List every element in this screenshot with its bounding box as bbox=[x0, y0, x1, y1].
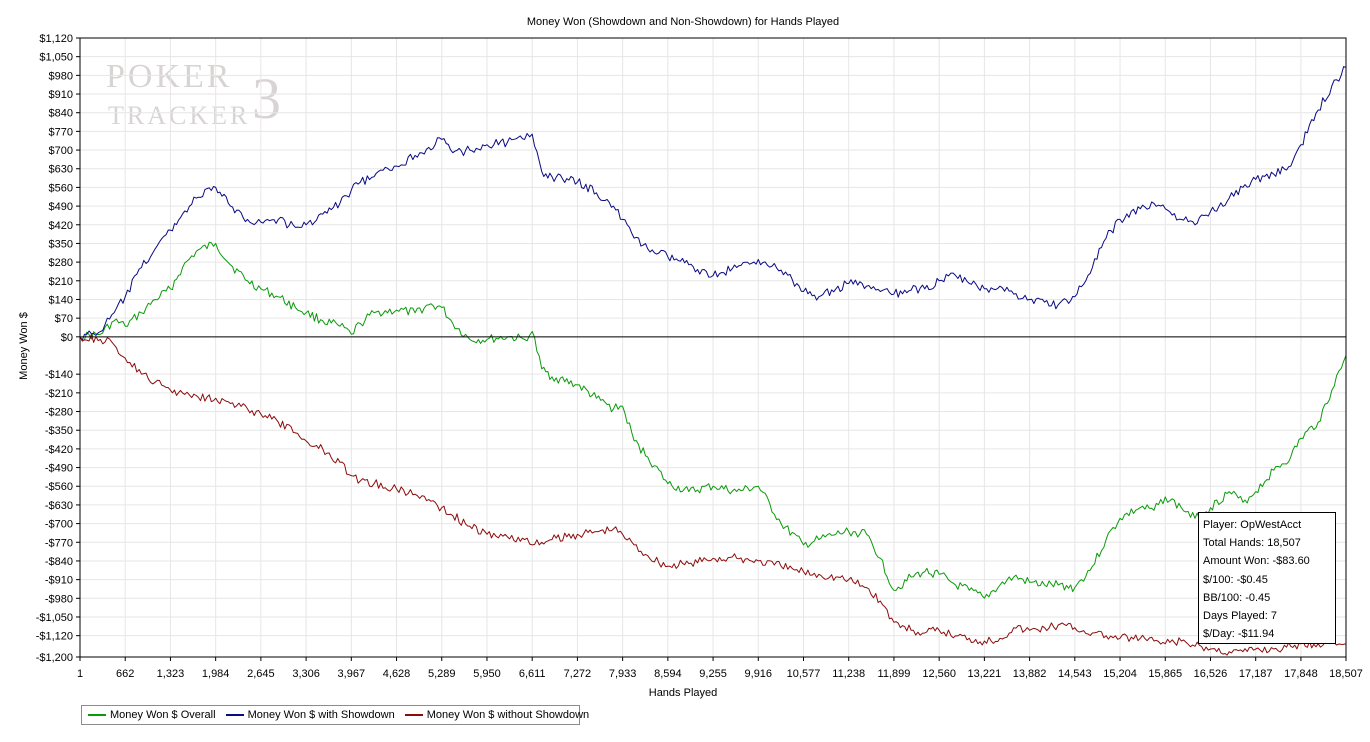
y-tick-label: $840 bbox=[49, 108, 73, 120]
x-tick-label: 17,187 bbox=[1239, 668, 1273, 680]
y-tick-label: -$910 bbox=[45, 575, 73, 587]
y-tick-label: $770 bbox=[49, 126, 73, 138]
x-tick-label: 4,628 bbox=[383, 668, 411, 680]
legend-item: Money Won $ without Showdown bbox=[404, 709, 590, 721]
watermark-version: 3 bbox=[252, 66, 284, 131]
x-tick-label: 11,238 bbox=[832, 668, 865, 680]
y-tick-label: -$1,120 bbox=[36, 631, 73, 643]
legend-item: Money Won $ with Showdown bbox=[225, 709, 395, 721]
x-tick-label: 17,848 bbox=[1284, 668, 1318, 680]
y-tick-label: -$980 bbox=[45, 593, 73, 605]
plot-frame bbox=[79, 37, 1347, 658]
y-tick-label: -$350 bbox=[45, 425, 73, 437]
legend-swatch bbox=[225, 714, 244, 716]
y-tick-label: $140 bbox=[49, 294, 73, 306]
watermark-line1: POKER bbox=[106, 58, 232, 95]
series-line bbox=[79, 333, 1347, 656]
y-tick-label: $280 bbox=[49, 257, 73, 269]
y-tick-label: -$700 bbox=[45, 519, 73, 531]
x-tick-label: 662 bbox=[116, 668, 134, 680]
tooltip-line: BB/100: -0.45 bbox=[1203, 591, 1271, 604]
x-tick-label: 5,289 bbox=[428, 668, 456, 680]
legend-item: Money Won $ Overall bbox=[88, 709, 216, 721]
y-tick-label: -$770 bbox=[45, 537, 73, 549]
x-tick-label: 14,543 bbox=[1058, 668, 1092, 680]
series-line bbox=[79, 241, 1347, 599]
y-tick-label: $700 bbox=[49, 145, 73, 157]
x-axis-ticks: 1 662 1,323 1,984 2,645 3,306 3,967 4,628 5,289 5… bbox=[77, 657, 1363, 680]
y-tick-label: -$490 bbox=[45, 463, 73, 475]
y-tick-label: $350 bbox=[49, 238, 73, 250]
x-tick-label: 3,306 bbox=[292, 668, 320, 680]
x-tick-label: 3,967 bbox=[338, 668, 366, 680]
legend-swatch bbox=[404, 714, 423, 716]
y-tick-label: $980 bbox=[49, 70, 73, 82]
legend: Money Won $ Overall Money Won $ with Show… bbox=[81, 705, 589, 725]
y-tick-label: $70 bbox=[55, 313, 73, 325]
grid-lines bbox=[79, 37, 1347, 658]
legend-swatch bbox=[88, 714, 106, 716]
y-tick-label: -$140 bbox=[45, 369, 73, 381]
x-tick-label: 9,255 bbox=[699, 668, 727, 680]
tooltip-line: Player: OpWestAcct bbox=[1203, 519, 1302, 531]
x-tick-label: 6,611 bbox=[519, 668, 546, 680]
y-tick-label: $490 bbox=[49, 201, 73, 213]
x-tick-label: 1 bbox=[77, 668, 83, 680]
y-tick-label: -$1,050 bbox=[36, 612, 73, 624]
tooltip-line: Days Played: 7 bbox=[1203, 610, 1277, 623]
legend-label: Money Won $ Overall bbox=[110, 709, 216, 721]
x-tick-label: 5,950 bbox=[473, 668, 501, 680]
watermark-logo: POKER TRACKER 3 bbox=[106, 58, 284, 131]
y-tick-label: -$420 bbox=[45, 444, 73, 456]
y-tick-label: $1,050 bbox=[39, 52, 73, 64]
legend-label: Money Won $ without Showdown bbox=[426, 709, 590, 721]
x-tick-label: 13,882 bbox=[1013, 668, 1047, 680]
y-tick-label: $910 bbox=[49, 89, 73, 101]
x-tick-label: 1,984 bbox=[202, 668, 230, 680]
x-tick-label: 8,594 bbox=[654, 668, 682, 680]
watermark-line2: TRACKER bbox=[108, 101, 250, 130]
tooltip-line: $/100: -$0.45 bbox=[1203, 573, 1268, 586]
chart-title: Money Won (Showdown and Non-Showdown) fo… bbox=[527, 16, 839, 28]
x-tick-label: 11,899 bbox=[878, 668, 911, 680]
x-tick-label: 7,272 bbox=[564, 668, 592, 680]
player-stats-tooltip: Player: OpWestAcct Total Hands: 18,507 Amo… bbox=[1198, 512, 1336, 644]
x-tick-label: 9,916 bbox=[745, 668, 773, 680]
legend-label: Money Won $ with Showdown bbox=[247, 709, 395, 721]
x-tick-label: 10,577 bbox=[787, 668, 821, 680]
y-tick-label: -$840 bbox=[45, 556, 73, 568]
y-tick-label: -$280 bbox=[45, 407, 73, 419]
tooltip-line: $/Day: -$11.94 bbox=[1203, 628, 1275, 641]
series-line bbox=[79, 66, 1347, 341]
x-tick-label: 15,204 bbox=[1103, 668, 1137, 680]
tooltip-line: Total Hands: 18,507 bbox=[1203, 537, 1301, 550]
y-tick-label: $0 bbox=[61, 332, 73, 344]
x-tick-label: 7,933 bbox=[609, 668, 637, 680]
x-tick-label: 18,507 bbox=[1329, 668, 1363, 680]
y-tick-label: -$560 bbox=[45, 481, 73, 493]
y-tick-label: -$1,200 bbox=[36, 652, 73, 664]
x-tick-label: 16,526 bbox=[1194, 668, 1228, 680]
series-lines bbox=[79, 66, 1347, 656]
x-tick-label: 1,323 bbox=[157, 668, 185, 680]
y-tick-label: $420 bbox=[49, 220, 73, 232]
y-tick-label: $630 bbox=[49, 164, 73, 176]
y-tick-label: -$630 bbox=[45, 500, 73, 512]
y-tick-label: -$210 bbox=[45, 388, 73, 400]
y-axis-label: Money Won $ bbox=[18, 312, 30, 380]
x-tick-label: 15,865 bbox=[1148, 668, 1182, 680]
tooltip-line: Amount Won: -$83.60 bbox=[1203, 555, 1310, 568]
x-axis-label: Hands Played bbox=[649, 687, 718, 699]
y-axis-ticks: $1,120 $1,050 $980 $910 $840 $770 $700 $630 $560… bbox=[36, 33, 80, 664]
y-tick-label: $1,120 bbox=[39, 33, 73, 45]
y-tick-label: $560 bbox=[49, 182, 73, 194]
x-tick-label: 2,645 bbox=[247, 668, 275, 680]
x-tick-label: 13,221 bbox=[968, 668, 1002, 680]
x-tick-label: 12,560 bbox=[922, 668, 956, 680]
y-tick-label: $210 bbox=[49, 276, 73, 288]
